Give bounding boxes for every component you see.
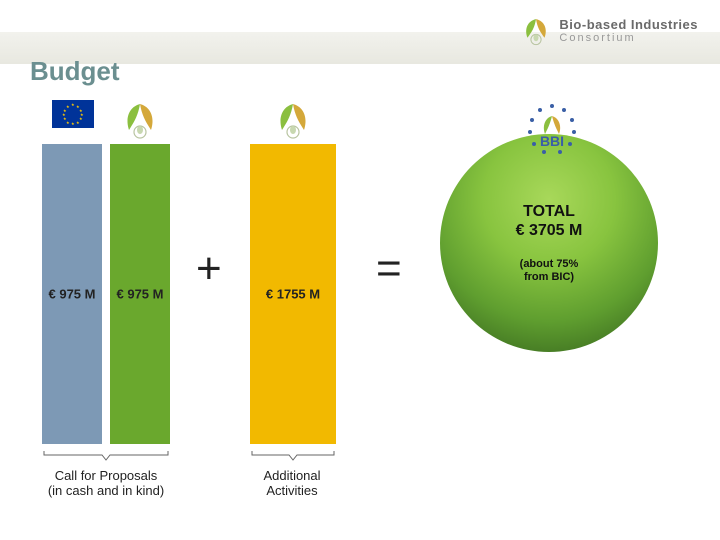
bar-eu-label: € 975 M	[49, 287, 96, 302]
logo-text: Bio-based Industries Consortium	[559, 18, 698, 44]
bar-bic-green: € 975 M	[110, 144, 170, 444]
total-sub2: from BIC)	[524, 271, 574, 284]
company-logo: Bio-based Industries Consortium	[519, 14, 698, 48]
budget-chart: ★ ★ ★ ★ ★ ★ ★ ★ ★ ★ ★ ★ € 975 M	[42, 116, 682, 476]
label-additional-line2: Activities	[242, 483, 342, 498]
bar-bic-orange: € 1755 M	[250, 144, 336, 444]
label-additional: Additional Activities	[242, 468, 342, 498]
total-line2: € 3705 M	[516, 221, 583, 240]
bar-bic-orange-label: € 1755 M	[266, 287, 320, 302]
leaf-icon	[120, 100, 160, 140]
label-proposals-line2: (in cash and in kind)	[36, 483, 176, 498]
eu-flag-icon: ★ ★ ★ ★ ★ ★ ★ ★ ★ ★ ★ ★	[52, 100, 92, 140]
equals-operator: =	[376, 244, 402, 294]
label-additional-line1: Additional	[242, 468, 342, 483]
logo-line2: Consortium	[559, 32, 698, 44]
bar-eu: ★ ★ ★ ★ ★ ★ ★ ★ ★ ★ ★ ★ € 975 M	[42, 144, 102, 444]
total-circle: TOTAL € 3705 M (about 75% from BIC)	[440, 134, 658, 352]
total-sub1: (about 75%	[520, 258, 579, 271]
total-line1: TOTAL	[523, 202, 575, 221]
bracket-proposals	[42, 450, 170, 462]
plus-operator: +	[196, 244, 222, 294]
leaf-icon	[273, 100, 313, 140]
page-title: Budget	[30, 56, 120, 87]
leaf-icon	[519, 14, 553, 48]
bar-bic-green-label: € 975 M	[117, 287, 164, 302]
label-proposals: Call for Proposals (in cash and in kind)	[36, 468, 176, 498]
svg-text:BBI: BBI	[540, 133, 564, 149]
logo-line1: Bio-based Industries	[559, 18, 698, 32]
label-proposals-line1: Call for Proposals	[36, 468, 176, 483]
bracket-additional	[250, 450, 336, 462]
bbi-logo-icon: BBI	[520, 102, 584, 158]
